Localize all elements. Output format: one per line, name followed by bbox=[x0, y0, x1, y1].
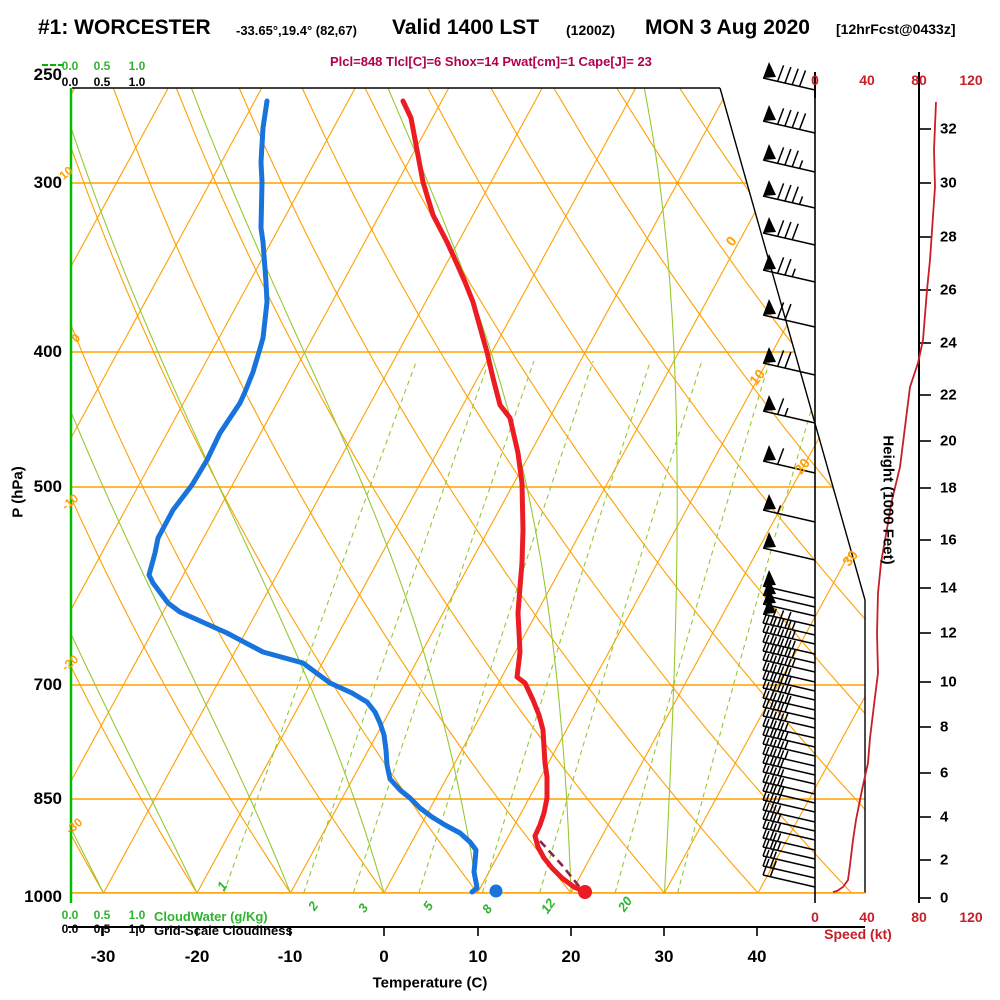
pressure-tick-700: 700 bbox=[33, 675, 62, 694]
cloudwater-top-scale-0.5: 0.5 bbox=[93, 59, 111, 73]
speed-top-tick-40: 40 bbox=[859, 72, 875, 88]
cloudwater-axis-label: CloudWater (g/Kg) bbox=[154, 909, 268, 924]
pressure-tick-850: 850 bbox=[33, 789, 62, 808]
temperature-tick-30: 30 bbox=[654, 947, 674, 966]
temperature-tick--20: -20 bbox=[184, 947, 210, 966]
height-tick-0: 0 bbox=[940, 889, 949, 907]
pressure-tick-400: 400 bbox=[33, 342, 62, 361]
cloudwater-bottom-scale-0.0: 0.0 bbox=[61, 908, 79, 922]
height-tick-16: 16 bbox=[940, 531, 957, 549]
speed-bottom-tick-120: 120 bbox=[959, 909, 983, 925]
cloudwater-top-scale-0.0: 0.0 bbox=[61, 59, 79, 73]
temperature-tick-0: 0 bbox=[379, 947, 389, 966]
temperature-axis-title: Temperature (C) bbox=[372, 974, 488, 992]
height-tick-30: 30 bbox=[940, 174, 957, 192]
pressure-tick-500: 500 bbox=[33, 477, 62, 496]
height-tick-12: 12 bbox=[940, 624, 957, 642]
cloudiness-axis-label: Grid-Scale Cloudiness bbox=[154, 923, 293, 938]
valid-time: Valid 1400 LST bbox=[392, 16, 540, 39]
temperature-tick--10: -10 bbox=[277, 947, 303, 966]
cloudiness-bottom-scale-1.0: 1.0 bbox=[128, 922, 146, 936]
height-tick-28: 28 bbox=[940, 228, 957, 246]
cloudiness-bottom-scale-0.5: 0.5 bbox=[93, 922, 111, 936]
speed-bottom-tick-80: 80 bbox=[911, 909, 927, 925]
temperature-tick--30: -30 bbox=[90, 947, 116, 966]
forecast-run-info: [12hrFcst@0433z] bbox=[836, 21, 956, 37]
pressure-axis-title: P (hPa) bbox=[9, 466, 27, 518]
pressure-tick-300: 300 bbox=[33, 173, 62, 192]
speed-top-tick-0: 0 bbox=[811, 72, 819, 88]
height-tick-18: 18 bbox=[940, 479, 957, 497]
cloudwater-bottom-scale-0.5: 0.5 bbox=[93, 908, 111, 922]
height-tick-6: 6 bbox=[940, 764, 949, 782]
height-tick-10: 10 bbox=[940, 673, 957, 691]
height-tick-22: 22 bbox=[940, 386, 957, 404]
cloudwater-bottom-scale-1.0: 1.0 bbox=[128, 908, 146, 922]
cloudwater-top-scale-1.0: 1.0 bbox=[128, 59, 146, 73]
speed-bottom-tick-40: 40 bbox=[859, 909, 875, 925]
height-tick-20: 20 bbox=[940, 432, 957, 450]
cloudiness-top-scale-0.0: 0.0 bbox=[61, 75, 79, 89]
speed-top-tick-80: 80 bbox=[911, 72, 927, 88]
temperature-tick-10: 10 bbox=[468, 947, 488, 966]
height-axis-title: Height (1000 Feet) bbox=[879, 435, 897, 565]
valid-date: MON 3 Aug 2020 bbox=[645, 16, 810, 39]
height-tick-24: 24 bbox=[940, 334, 957, 352]
height-tick-26: 26 bbox=[940, 281, 957, 299]
height-tick-2: 2 bbox=[940, 851, 949, 869]
height-tick-8: 8 bbox=[940, 718, 949, 736]
pressure-tick-250: 250 bbox=[33, 65, 62, 84]
cloudiness-bottom-scale-0.0: 0.0 bbox=[61, 922, 79, 936]
cloudiness-top-scale-1.0: 1.0 bbox=[128, 75, 146, 89]
height-tick-4: 4 bbox=[940, 808, 949, 826]
speed-top-tick-120: 120 bbox=[959, 72, 983, 88]
temperature-tick-40: 40 bbox=[747, 947, 767, 966]
speed-bottom-tick-0: 0 bbox=[811, 909, 819, 925]
station-title: #1: WORCESTER bbox=[38, 16, 211, 39]
stability-parameters: Plcl=848 Tlcl[C]=6 Shox=14 Pwat[cm]=1 Ca… bbox=[330, 54, 652, 69]
temperature-tick-20: 20 bbox=[561, 947, 581, 966]
zulu-time: (1200Z) bbox=[566, 22, 616, 38]
station-coordinates: -33.65°,19.4° (82,67) bbox=[236, 23, 357, 38]
cloudiness-top-scale-0.5: 0.5 bbox=[93, 75, 111, 89]
speed-axis-title: Speed (kt) bbox=[824, 926, 892, 942]
height-tick-32: 32 bbox=[940, 120, 957, 138]
cloudwater-line-sample bbox=[42, 64, 64, 66]
pressure-tick-1000: 1000 bbox=[24, 887, 62, 906]
height-tick-14: 14 bbox=[940, 579, 957, 597]
